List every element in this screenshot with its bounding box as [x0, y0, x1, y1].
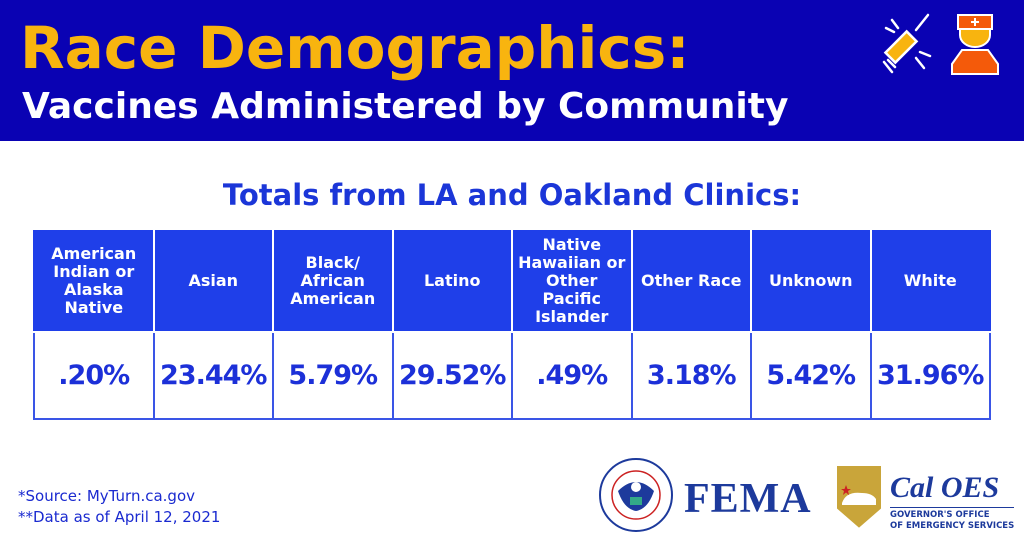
column-header: Other Race	[630, 230, 752, 333]
caloes-logo: Cal OES	[890, 471, 1000, 504]
column-header: American Indian or Alaska Native	[33, 230, 155, 333]
column-header: Latino	[391, 230, 513, 333]
table-cell: 5.79%	[272, 331, 394, 420]
caloes-sub-line-2: OF EMERGENCY SERVICES	[890, 521, 1015, 531]
page-subtitle: Vaccines Administered by Community	[22, 86, 789, 127]
column-header: White	[869, 230, 991, 333]
table-cell: 5.42%	[750, 331, 872, 420]
column-header: Native Hawaiian or Other Pacific Islande…	[511, 230, 633, 333]
column-header: Unknown	[750, 230, 872, 333]
header-icons	[882, 13, 999, 75]
syringe-icon	[882, 13, 932, 74]
table-cell: .49%	[511, 331, 633, 420]
source-note: *Source: MyTurn.ca.gov	[18, 487, 196, 505]
table-cell: 31.96%	[869, 331, 991, 420]
table-row: .20% 23.44% 5.79% 29.52% .49% 3.18% 5.42…	[33, 331, 991, 420]
caloes-subtitle: GOVERNOR'S OFFICE OF EMERGENCY SERVICES	[890, 507, 1015, 532]
table-cell: 23.44%	[152, 331, 274, 420]
column-header: Black/ African American	[272, 230, 394, 333]
caloes-shield-icon	[835, 464, 883, 529]
caloes-sub-line-1: GOVERNOR'S OFFICE	[890, 510, 990, 520]
table-cell: 3.18%	[630, 331, 752, 420]
table-cell: 29.52%	[391, 331, 513, 420]
footnotes: *Source: MyTurn.ca.gov **Data as of Apri…	[18, 486, 220, 528]
data-date-note: **Data as of April 12, 2021	[18, 508, 221, 526]
nurse-icon	[951, 14, 999, 75]
dhs-seal-icon	[599, 458, 673, 532]
fema-logo: FEMA	[684, 476, 812, 522]
page-title: Race Demographics:	[20, 14, 690, 82]
column-header: Asian	[152, 230, 274, 333]
table-title: Totals from LA and Oakland Clinics:	[222, 178, 802, 212]
race-demographics-table: American Indian or Alaska Native Asian B…	[33, 230, 991, 420]
table-cell: .20%	[33, 331, 155, 420]
header-banner: Race Demographics: Vaccines Administered…	[0, 0, 1024, 141]
table-header-row: American Indian or Alaska Native Asian B…	[33, 230, 991, 333]
